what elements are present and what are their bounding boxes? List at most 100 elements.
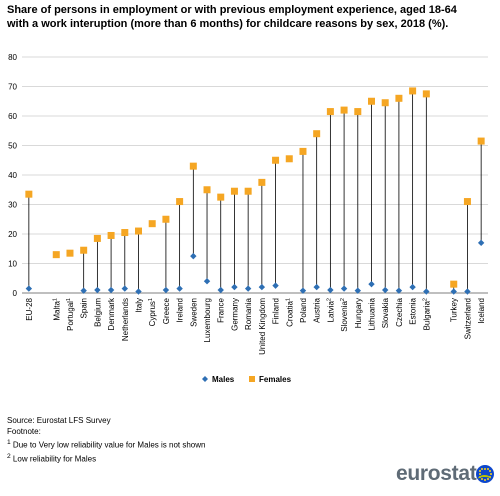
x-tick-footnote-marker: 2 [326,298,332,301]
males-point [450,288,457,295]
footnote-2-text: Low reliability for Males [10,454,97,464]
females-point [244,187,252,195]
females-point [230,187,238,195]
x-tick-footnote-marker: 1 [148,298,154,301]
legend-males-label: Males [212,375,235,384]
x-tick-label: Bulgaria2 [422,298,431,330]
legend-males-marker [202,376,208,382]
females-point [326,108,334,116]
x-tick-label: Poland [299,298,308,323]
females-point [121,229,129,237]
males-point [176,285,183,292]
x-tick-label: EU-28 [25,297,34,320]
x-tick-label: Netherlands [121,298,130,341]
x-tick-label-text: Portugal [66,301,75,331]
y-tick-label: 80 [8,53,17,62]
females-point [354,108,362,116]
x-tick-label: Italy [135,298,144,313]
males-point [162,286,170,294]
y-tick-label: 10 [8,260,17,269]
males-point [244,285,252,292]
females-point [285,155,293,163]
x-tick-label: Ireland [176,298,185,322]
females-point [135,227,142,235]
x-tick-label: Croatia1 [285,298,294,327]
x-tick-footnote-marker: 2 [422,298,428,301]
females-point [368,97,375,105]
x-tick-label: United Kingdom [258,298,267,355]
x-tick-label-text: Croatia [285,301,294,327]
x-tick-label: Iceland [477,298,486,324]
males-point [80,287,87,294]
males-point [313,283,320,291]
eu-flag-star [481,468,484,471]
x-tick-label: Finland [272,298,281,324]
males-point [299,287,307,294]
eurostat-logo: eurostat [396,462,496,488]
females-point [395,94,403,102]
eu-flag-star [486,468,489,471]
females-point [299,147,307,155]
males-point [135,288,142,295]
x-tick-label: Czechia [395,297,404,326]
females-point [381,99,389,107]
females-point [340,106,348,114]
footnote-2-marker: 2 [7,452,11,460]
eu-flag-star [489,473,492,475]
eu-flag-star [488,470,491,473]
x-tick-footnote-marker: 1 [66,298,72,301]
females-point [217,193,225,201]
x-tick-label: Turkey [450,298,459,322]
x-tick-label: Latvia2 [326,298,335,322]
females-point [450,280,458,288]
y-tick-label: 20 [8,230,17,239]
males-point [327,286,334,294]
eurostat-logo-text: eurostat [396,462,477,485]
females-point [189,162,197,170]
males-point [368,280,375,288]
x-tick-label: Hungary [354,298,363,328]
females-point [162,215,170,223]
x-tick-footnote-marker: 1 [285,298,291,301]
logo-swoosh-icon [478,475,491,483]
x-tick-label: Luxembourg [203,298,212,342]
females-point [313,130,321,138]
x-tick-label: Greece [162,297,171,324]
x-tick-label-text: Slovenia [340,301,349,332]
x-tick-label: Lithuania [368,297,377,330]
legend-females-marker [249,376,255,382]
x-tick-label: Germany [230,298,239,331]
x-tick-label: Denmark [107,297,116,330]
y-tick-label: 30 [8,201,17,210]
females-point [477,137,485,145]
females-point [25,190,33,198]
eu-flag-star [479,470,482,473]
x-tick-label: Romania [244,297,253,330]
males-point [340,285,348,292]
females-point [409,87,417,95]
footer: Source: Eurostat LFS Survey Footnote: 1 … [7,415,205,464]
males-point [25,285,33,292]
x-tick-label: Switzerland [463,298,472,339]
males-point [231,283,238,291]
footnote-2: 2 Low reliability for Males [7,451,205,465]
x-tick-label: Slovakia [381,297,390,328]
footnote-label: Footnote: [7,427,41,436]
x-tick-label: Estonia [409,297,418,324]
females-point [66,249,74,257]
males-point [477,239,485,247]
females-point [258,178,266,186]
source-note: Source: Eurostat LFS Survey [7,416,111,425]
males-point [382,286,389,294]
x-tick-label: Sweden [189,298,198,327]
males-point [217,286,224,294]
females-point [203,186,211,194]
x-tick-label: Malta1 [52,298,61,321]
males-point [409,283,416,291]
footnote-1: 1 Due to Very low reliability value for … [7,437,205,451]
females-point [272,156,280,164]
x-tick-label: Slovenia2 [340,298,349,332]
legend-females-label: Females [259,375,292,384]
males-point [94,286,101,294]
